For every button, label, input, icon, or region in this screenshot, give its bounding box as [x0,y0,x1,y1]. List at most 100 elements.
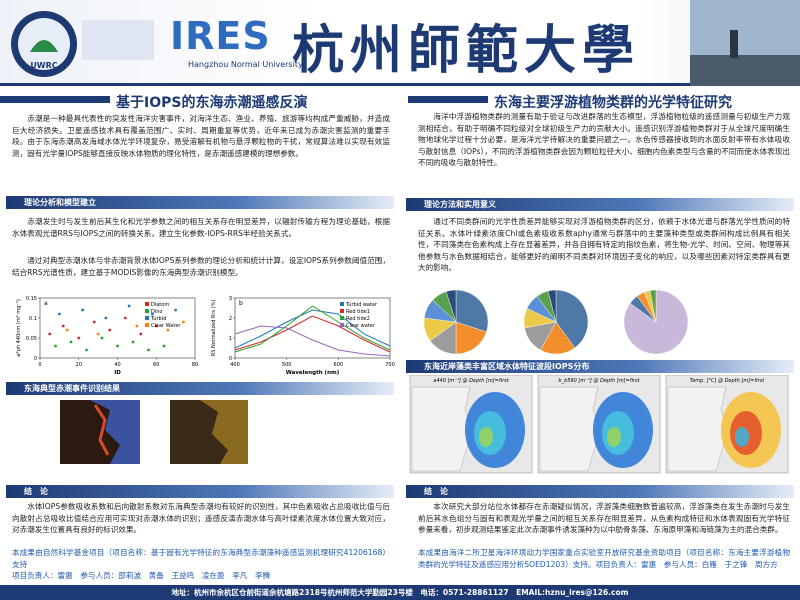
x-tick-label: 700 [385,362,395,368]
legend-label: Red tide2 [346,316,370,322]
legend-label: Dino [151,309,162,315]
map-title: a440 [m⁻¹] @ Depth [m]=first [433,378,509,384]
title-bar [0,96,110,103]
x-tick-label: 40 [114,362,120,368]
methods-paragraph: 通过不同类群间的光学性质差异能够实现对浮游植物类群的区分，依赖于水体光谱与群落光… [418,217,790,272]
left-funding: 本成果由自然科学基金项目（项目名称：基于固有光学特征的东海典型赤潮藻种遥感监测机… [12,548,390,569]
left-intro: 赤潮是一种最具代表性的突发性海洋灾害事件，对海洋生态、渔业、养殖、旅游等均构成严… [12,114,390,158]
section-heading: 结 论 [6,485,394,498]
point [181,320,185,324]
pie-slice [455,289,489,333]
pie-slice [547,289,557,323]
x-axis-label: Wavelength (nm) [286,370,340,376]
right-title: 东海主要浮游植物类群的光学特征研究 [494,95,732,111]
antenna [730,30,738,58]
point [85,348,88,352]
pie-slice [445,289,457,323]
point [131,340,135,344]
panel-label: a [44,300,48,307]
ires-logo: IRES [170,14,271,58]
x-tick-label: 60 [153,362,159,368]
section-heading: 理论分析和模型建立 [6,196,394,209]
section-heading: 结 论 [406,485,794,498]
map-title: b_b590 [m⁻¹] @ Depth [m]=first [558,378,640,384]
point [154,324,158,328]
legend-swatch [145,323,149,327]
header-photo [690,0,800,86]
right-intro: 海洋中浮游植物类群的测量有助于验证与改进群落的生态模型，浮游植物粒级的遥感测量与… [418,112,790,167]
right-conclusion: 本次研究大部分站位水体都存在赤潮疑似情况，浮游藻类细胞数普遍较高，浮游藻类在发生… [418,502,790,534]
x-tick-label: 600 [334,362,344,368]
y-tick-label: 2 [229,316,232,322]
land [667,386,729,472]
left-conclusion: 水体IOPS参数吸收系数和后向散射系数对东海典型赤潮均有较好的识别性，其中色素吸… [12,502,390,534]
line [234,325,391,357]
x-tick-label: 20 [76,362,82,368]
point [92,320,96,324]
y-tick-label: 1 [229,336,232,342]
pie-slice [455,321,487,355]
uwrc-logo: UWRC [11,11,154,77]
point [65,328,69,332]
y-tick-label: 0 [34,356,37,362]
section-heading: 理论方法和实用意义 [406,198,794,211]
point [108,328,112,332]
point [57,312,61,316]
line [234,309,391,349]
point [61,324,65,328]
y-tick-label: 0.1 [29,316,37,322]
map-title: Temp. [°C] @ Depth [m]=first [690,378,765,384]
legend-swatch [340,323,344,327]
pie-slice [649,289,657,323]
y-axis-label: a*ph 440nm (m² mg⁻¹) [16,299,22,357]
map-field [607,427,621,447]
left-title: 基于IOPS的东海赤潮遥感反演 [116,95,308,111]
point [48,332,52,336]
plot-frame [39,297,196,359]
panel-label: b [239,300,243,307]
legend-label: Clear Water [151,323,181,329]
point [174,308,178,312]
title-bar [408,96,488,103]
point [96,332,100,336]
point [127,304,131,308]
y-tick-label: 3 [229,296,232,302]
right-funding: 本成果由海洋二所卫星海洋环境动力学国家重点实验室开放研究基金资助项目（项目名称：… [418,548,790,569]
legend-label: Turbid water [345,302,378,308]
land [539,386,601,472]
theory-paragraph: 赤潮发生时与发生前后其生化和光学参数之间的相互关系存在明显差异，以辐射传输方程为… [12,217,390,238]
plot-frame [234,297,391,359]
footer: 地址：杭州市余杭区仓前街道余杭塘路2318号杭州师范大学勤园23号楼 电话：05… [0,585,800,600]
point [81,308,85,312]
point [54,344,57,348]
legend-swatch [340,316,344,320]
left-members: 项目负责人：雷惠 参与人员：邵莉波 黄备 王益鸣 凌在盈 李凡 李腾 [12,571,271,580]
land [411,386,473,472]
logo-text: UWRC [30,61,57,70]
map-field [479,427,493,447]
x-tick-label: 500 [282,362,292,368]
pie-slice [555,289,589,349]
section-heading: 东海近岸藻类丰富区域水体特征波段IOPS分布 [406,360,794,373]
y-tick-label: 0.05 [26,336,37,342]
point [150,312,154,316]
point [166,328,170,332]
result-maps [60,400,248,464]
legend-swatch [145,309,149,313]
line [234,305,391,353]
point [162,344,166,348]
y-tick-label: 0.15 [26,296,37,302]
point [135,324,139,328]
logo-shape [30,40,58,52]
pie-charts [423,289,689,355]
point [77,336,81,340]
header: UWRC IRES Hangzhou Normal University 杭州師… [0,0,800,86]
line [234,315,391,353]
legend-label: Diatom [151,302,169,308]
legend-swatch [340,309,344,313]
point [100,336,104,340]
map-field [735,427,749,447]
university-name: 杭州師範大學 [292,20,641,81]
